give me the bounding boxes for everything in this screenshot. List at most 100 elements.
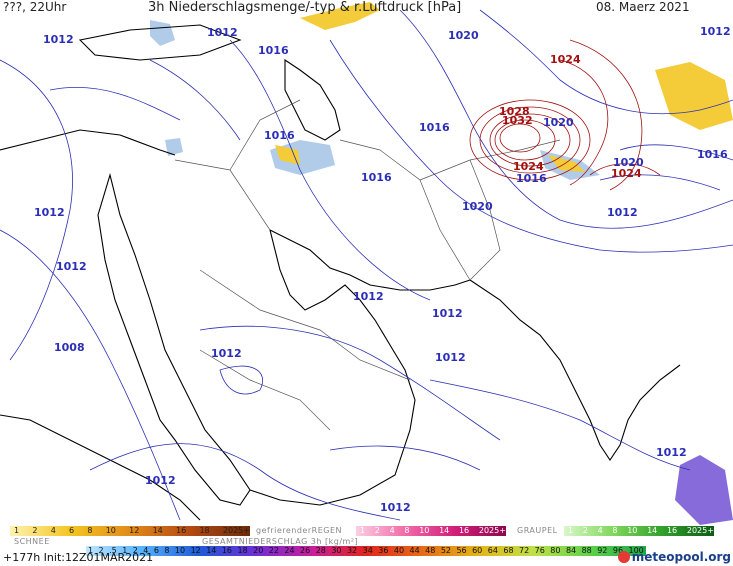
legend-scale-value: 20: [253, 546, 264, 555]
legend-scale-value: 12: [190, 546, 201, 555]
isobar-label: 1020: [613, 156, 644, 169]
legend-scale-value: 34: [362, 546, 373, 555]
legend-scale-value: 26: [300, 546, 311, 555]
legend-scale-value: 2: [582, 526, 588, 535]
isobar-label: 1016: [419, 121, 450, 134]
legend-scale-value: 18: [199, 526, 210, 535]
legend-scale-value: 96: [612, 546, 624, 555]
legend-scale-value: 4: [143, 546, 149, 555]
legend-scale-value: 24: [284, 546, 295, 555]
isobar-label: 1016: [258, 44, 289, 57]
isobar-label: 1016: [361, 171, 392, 184]
isobar-label: 1012: [607, 206, 638, 219]
legend-scale-value: 14: [152, 526, 163, 535]
legend-scale-value: 2025+: [686, 526, 714, 535]
snow-scale-values: 1 2 4 6 8 10 12 14 16 18 2025+: [14, 526, 250, 536]
legend-scale-value: 10: [419, 526, 430, 535]
legend-scale-value: 52: [440, 546, 451, 555]
freezing-rain-scale-values: 1 2 4 8 10 14 16 2025+: [360, 526, 506, 536]
legend-scale-value: 2: [132, 546, 138, 555]
total-precip-scale: [86, 546, 646, 556]
legend-scale-value: 14: [647, 526, 658, 535]
legend-scale-value: 16: [666, 526, 678, 535]
legend-scale-value: 16: [458, 526, 470, 535]
isobars-low: [0, 9, 733, 521]
snow-patch-northeast: [655, 62, 733, 130]
legend-scale-value: 8: [404, 526, 410, 535]
mediterranean-coast: [0, 129, 176, 156]
rain-patch-levant: [165, 138, 183, 156]
arabian-peninsula-coast: [249, 229, 416, 506]
legend-scale-value: 8: [164, 546, 170, 555]
persian-gulf-north: [269, 229, 471, 291]
isobar-label: 1008: [54, 341, 85, 354]
legend-scale-value: 32: [346, 546, 358, 555]
snow-patch-north: [300, 2, 380, 30]
legend-scale-value: 2025+: [222, 526, 250, 535]
graupel-scale: [564, 526, 714, 536]
legend-scale-value: 36: [378, 546, 389, 555]
graupel-label: GRAUPEL: [517, 526, 558, 535]
storm-patch-southeast: [675, 455, 733, 525]
legend-scale-value: 10: [627, 526, 638, 535]
legend-scale-value: 1: [360, 526, 366, 535]
legend-scale-value: 92: [597, 546, 608, 555]
india-west-coast: [469, 279, 681, 461]
legend-scale-value: 6: [153, 546, 159, 555]
isobar-label: 1016: [516, 172, 547, 185]
isobar-label: 1024: [513, 160, 544, 173]
legend-row-types: 1 2 4 6 8 10 12 14 16 18 2025+ gefrierenderREGEN 1…: [0, 526, 733, 536]
africa-horn: [0, 414, 201, 521]
isobar-label: 1016: [264, 129, 295, 142]
isobar-label: 1012: [207, 26, 238, 39]
isobar-label: 1012: [380, 501, 411, 514]
legend-scale-value: 28: [315, 546, 326, 555]
snow-scale: [10, 526, 250, 536]
legend-scale-value: 10: [174, 546, 186, 555]
freezing-rain-scale: [356, 526, 506, 536]
legend-scale-value: .5: [109, 546, 117, 555]
logo-text: meteopool.org: [631, 550, 731, 564]
isobar-label: 1012: [56, 260, 87, 273]
legend-scale-value: 44: [409, 546, 420, 555]
legend-scale-value: 2: [374, 526, 380, 535]
legend-scale-value: 22: [268, 546, 279, 555]
isobar-label: 1012: [656, 446, 687, 459]
forecast-date: 08. Maerz 2021: [596, 0, 690, 14]
isobar-label: 1012: [353, 290, 384, 303]
isobar-label: 1020: [448, 29, 479, 42]
precipitation-areas: [150, 2, 733, 525]
legend-scale-value: 1: [88, 546, 94, 555]
isobar-label: 1012: [43, 33, 74, 46]
isobar-label: 1016: [697, 148, 728, 161]
legend-scale-value: 2: [32, 526, 38, 535]
legend-scale-value: 1: [568, 526, 574, 535]
meteopool-logo[interactable]: meteopool.org: [617, 550, 731, 564]
legend-scale-value: 14: [439, 526, 450, 535]
legend-scale-value: 84: [565, 546, 577, 555]
black-sea: [78, 24, 242, 61]
legend-scale-value: 100: [628, 546, 644, 555]
legend-scale-value: 1: [14, 526, 20, 535]
caspian-sea: [284, 58, 341, 141]
legend-total-scale: 1 2.5 1 2 4 6 8 10 12 14 16 18 20 22 24 26 28 30 32 34 36 40 4…: [0, 546, 733, 556]
isobar-label: 1024: [611, 167, 642, 180]
graupel-scale-values: 1 2 4 8 10 14 16 2025+: [568, 526, 714, 536]
legend-scale-value: 88: [581, 546, 592, 555]
snow-patch-zagros: [275, 145, 300, 165]
legend-scale-value: 1: [122, 546, 128, 555]
legend-scale-value: 4: [389, 526, 395, 535]
isobar-label: 1020: [462, 200, 493, 213]
isobar-label: 1012: [34, 206, 65, 219]
legend-scale-value: 80: [550, 546, 561, 555]
isobar-label: 1020: [543, 116, 574, 129]
legend-scale-value: 8: [612, 526, 618, 535]
isobar-label: 1032: [502, 114, 533, 127]
legend-scale-value: 10: [105, 526, 116, 535]
legend-scale-value: 64: [487, 546, 498, 555]
isobar-label: 1012: [435, 351, 466, 364]
isobar-labels: 1012 1012 1016 1020 1024 1012 1016 1028 …: [34, 25, 731, 514]
red-sea-coast: [97, 172, 251, 506]
isobars-high: [469, 39, 661, 191]
